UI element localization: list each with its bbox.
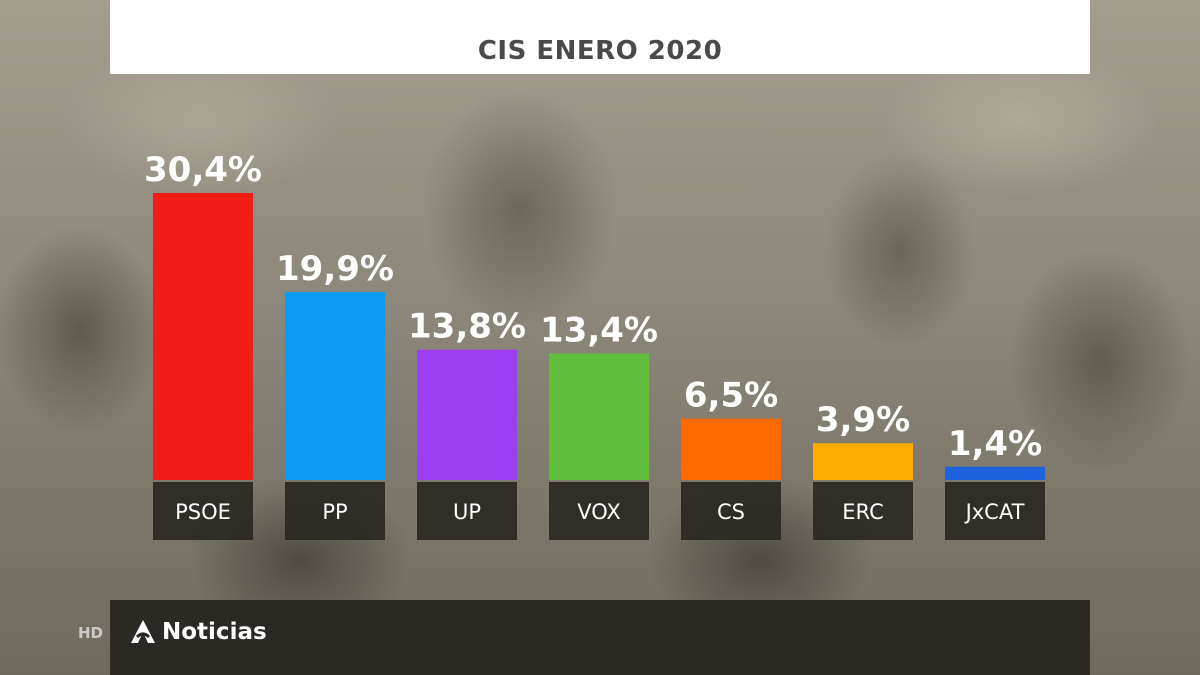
category-label-pp: PP xyxy=(322,500,347,524)
brand: Noticias xyxy=(128,616,267,648)
category-labels-group: PSOE PP UP VOX CS ERC JxCAT xyxy=(153,482,1045,540)
title-bar: CIS ENERO 2020 xyxy=(110,0,1090,74)
bar-psoe xyxy=(153,193,253,480)
category-label-vox: VOX xyxy=(577,500,621,524)
category-box-up xyxy=(417,482,517,540)
category-label-up: UP xyxy=(453,500,481,524)
value-label-psoe: 30,4% xyxy=(144,150,262,190)
category-label-psoe: PSOE xyxy=(175,500,231,524)
bar-cs xyxy=(681,418,781,480)
bar-erc xyxy=(813,443,913,480)
antena3-logo-icon xyxy=(131,620,155,643)
category-box-vox xyxy=(549,482,649,540)
category-label-jxcat: JxCAT xyxy=(964,500,1025,524)
bar-up xyxy=(417,349,517,480)
hd-label: HD xyxy=(78,624,104,642)
category-label-erc: ERC xyxy=(842,500,883,524)
value-labels-group: 30,4% 19,9% 13,8% 13,4% 6,5% 3,9% 1,4% xyxy=(144,150,1042,464)
bar-vox xyxy=(549,353,649,480)
bars-group xyxy=(153,193,1045,480)
brand-name: Noticias xyxy=(162,619,267,645)
footer-bar xyxy=(110,600,1090,675)
category-label-cs: CS xyxy=(717,500,745,524)
chart-title: CIS ENERO 2020 xyxy=(477,36,723,66)
category-box-jxcat xyxy=(945,482,1045,540)
category-box-erc xyxy=(813,482,913,540)
category-box-pp xyxy=(285,482,385,540)
bar-chart: 30,4% 19,9% 13,8% 13,4% 6,5% 3,9% 1,4% PSOE PP U… xyxy=(144,150,1045,540)
category-box-cs xyxy=(681,482,781,540)
bar-jxcat xyxy=(945,466,1045,480)
value-label-pp: 19,9% xyxy=(276,249,394,289)
value-label-up: 13,8% xyxy=(408,307,526,347)
value-label-vox: 13,4% xyxy=(540,310,658,350)
category-box-psoe xyxy=(153,482,253,540)
value-label-erc: 3,9% xyxy=(816,400,910,440)
value-label-cs: 6,5% xyxy=(684,376,778,416)
bar-pp xyxy=(285,292,385,480)
value-label-jxcat: 1,4% xyxy=(948,424,1042,464)
